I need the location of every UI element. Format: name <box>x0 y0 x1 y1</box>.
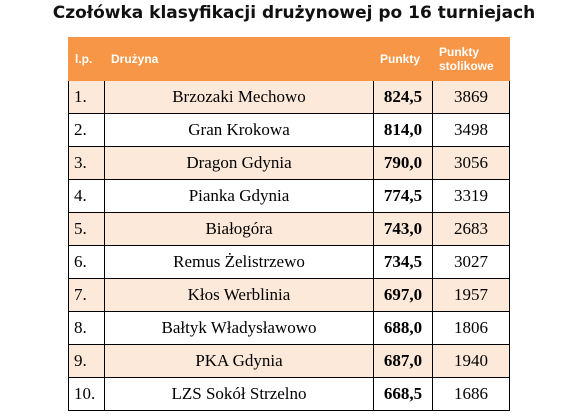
title: Czołówka klasyfikacji drużynowej po 16 t… <box>52 3 536 23</box>
team-name: PKA Gdynia <box>104 344 374 378</box>
table-points: 3869 <box>432 80 510 114</box>
table-body: 1. Brzozaki Mechowo 824,5 3869 2. Gran Krokow… <box>68 80 510 411</box>
table-points: 3027 <box>432 245 510 279</box>
points: 687,0 <box>373 344 433 378</box>
table-row: 6. Remus Żelistrzewo 734,5 3027 <box>68 245 510 279</box>
points: 668,5 <box>373 377 433 411</box>
points: 688,0 <box>373 311 433 345</box>
points: 743,0 <box>373 212 433 246</box>
points: 697,0 <box>373 278 433 312</box>
table-row: 9. PKA Gdynia 687,0 1940 <box>68 344 510 378</box>
table-points: 3319 <box>432 179 510 213</box>
table-points: 1940 <box>432 344 510 378</box>
header-cell: Punkty <box>373 37 433 81</box>
table-points: 3056 <box>432 146 510 180</box>
points: 790,0 <box>373 146 433 180</box>
team-name: LZS Sokół Strzelno <box>104 377 374 411</box>
table-points: 1806 <box>432 311 510 345</box>
rank: 5. <box>68 212 105 246</box>
table-points: 1686 <box>432 377 510 411</box>
header-cell: Drużyna <box>104 37 374 81</box>
rank: 8. <box>68 311 105 345</box>
header-cell: Punkty stolikowe <box>432 37 510 81</box>
header-cell: l.p. <box>68 37 105 81</box>
points: 734,5 <box>373 245 433 279</box>
table-row: 10. LZS Sokół Strzelno 668,5 1686 <box>68 377 510 411</box>
table-row: 8. Bałtyk Władysławowo 688,0 1806 <box>68 311 510 345</box>
team-name: Dragon Gdynia <box>104 146 374 180</box>
team-name: Brzozaki Mechowo <box>104 80 374 114</box>
team-name: Gran Krokowa <box>104 113 374 147</box>
team-name: Remus Żelistrzewo <box>104 245 374 279</box>
rank: 2. <box>68 113 105 147</box>
team-name: Pianka Gdynia <box>104 179 374 213</box>
table-points: 1957 <box>432 278 510 312</box>
table-points: 3498 <box>432 113 510 147</box>
points: 814,0 <box>373 113 433 147</box>
team-name: Bałtyk Władysławowo <box>104 311 374 345</box>
table-row: 1. Brzozaki Mechowo 824,5 3869 <box>68 80 510 114</box>
rank: 10. <box>68 377 105 411</box>
rank: 6. <box>68 245 105 279</box>
table-row: 4. Pianka Gdynia 774,5 3319 <box>68 179 510 213</box>
table-row: 5. Białogóra 743,0 2683 <box>68 212 510 246</box>
table-header: l.p. Drużyna Punkty Punkty stolikowe <box>68 37 510 81</box>
table-points: 2683 <box>432 212 510 246</box>
table-row: 7. Kłos Werblinia 697,0 1957 <box>68 278 510 312</box>
points: 774,5 <box>373 179 433 213</box>
team-name: Białogóra <box>104 212 374 246</box>
table-row: 3. Dragon Gdynia 790,0 3056 <box>68 146 510 180</box>
team-name: Kłos Werblinia <box>104 278 374 312</box>
header-row: l.p. Drużyna Punkty Punkty stolikowe <box>68 37 510 81</box>
points: 824,5 <box>373 80 433 114</box>
rank: 1. <box>68 80 105 114</box>
rank: 7. <box>68 278 105 312</box>
rank: 3. <box>68 146 105 180</box>
ranking-table: l.p. Drużyna Punkty Punkty stolikowe 1. Brzo… <box>68 37 510 411</box>
table-row: 2. Gran Krokowa 814,0 3498 <box>68 113 510 147</box>
rank: 9. <box>68 344 105 378</box>
rank: 4. <box>68 179 105 213</box>
